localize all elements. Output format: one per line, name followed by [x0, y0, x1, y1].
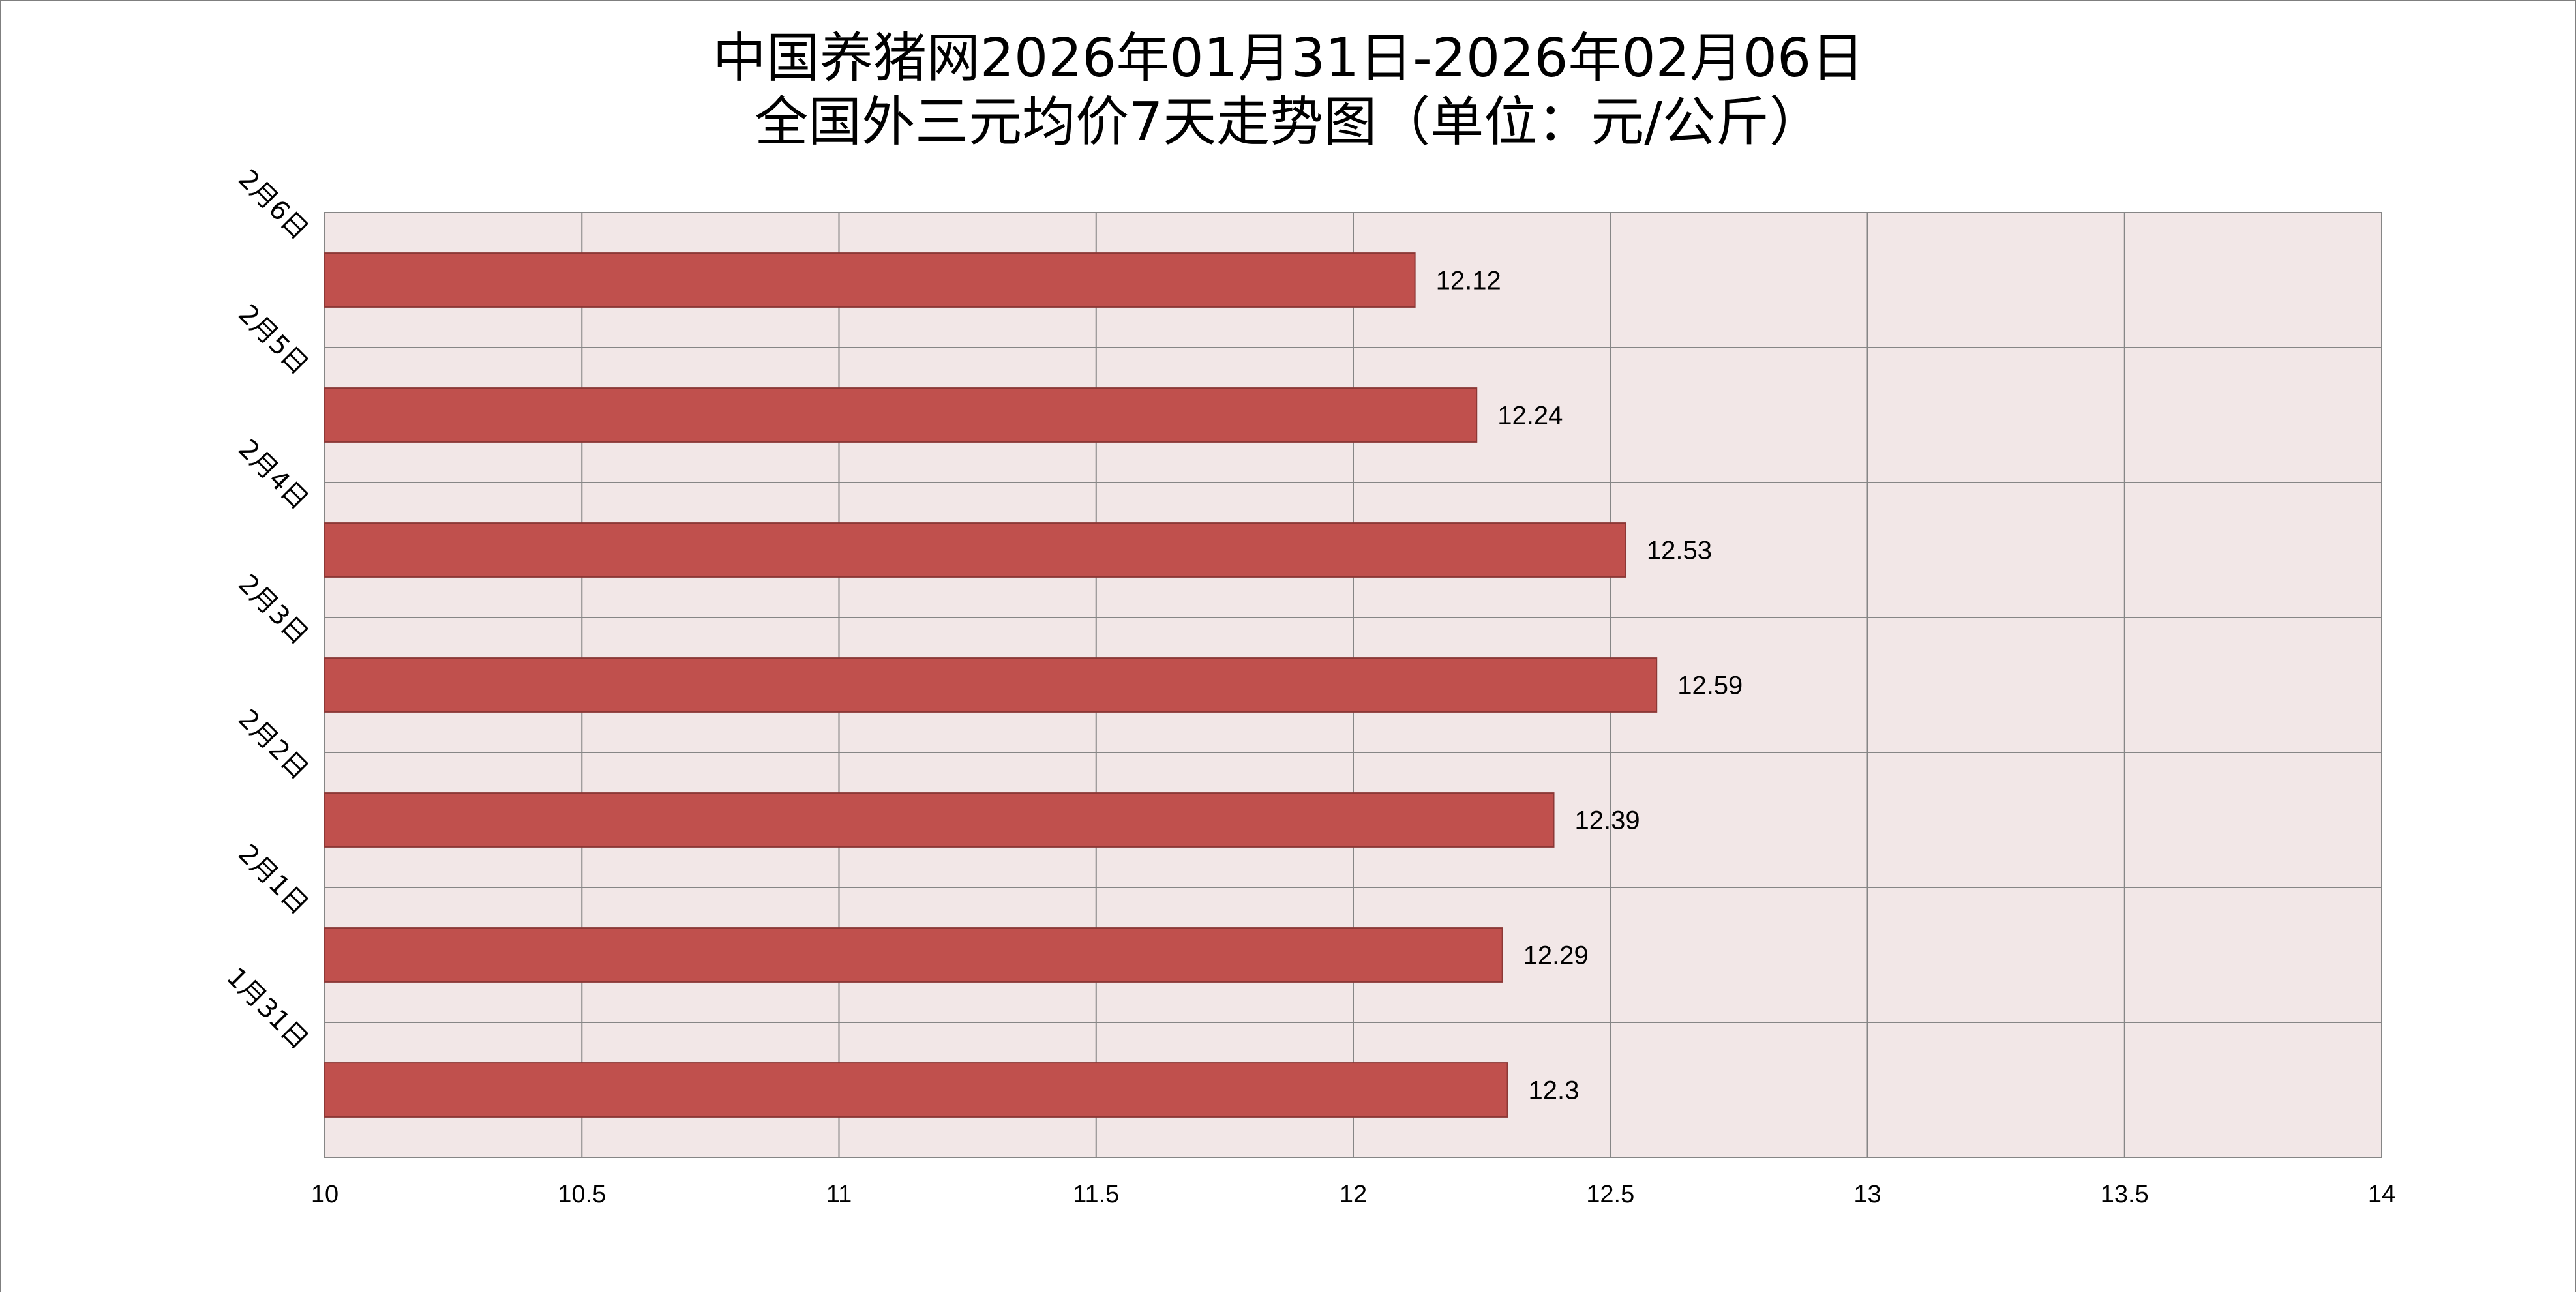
bar [324, 387, 1478, 443]
bar [324, 252, 1416, 308]
category-label: 1月31日 [220, 962, 314, 1055]
x-tick-label: 13 [1853, 1181, 1881, 1208]
category-label: 2月2日 [232, 704, 314, 785]
data-label: 12.39 [1575, 807, 1640, 835]
x-tick-label: 10.5 [558, 1181, 606, 1208]
x-tick-label: 14 [2368, 1181, 2395, 1208]
x-tick-label: 11 [826, 1181, 852, 1208]
chart-title: 中国养猪网2026年01月31日-2026年02月06日 全国外三元均价7天走势… [1, 27, 2576, 155]
category-label: 2月1日 [232, 839, 314, 920]
data-label: 12.59 [1677, 672, 1743, 700]
data-label: 12.24 [1497, 402, 1563, 430]
data-label: 12.12 [1436, 267, 1501, 295]
bar [324, 792, 1555, 848]
category-label: 2月4日 [232, 434, 314, 515]
bar [324, 657, 1658, 713]
bar [324, 522, 1626, 578]
data-label: 12.29 [1523, 942, 1589, 970]
x-tick-label: 10 [311, 1181, 338, 1208]
data-label: 12.3 [1529, 1077, 1580, 1105]
x-tick-label: 12 [1340, 1181, 1367, 1208]
chart-title-line-1: 中国养猪网2026年01月31日-2026年02月06日 [712, 27, 1865, 89]
bar [324, 927, 1503, 983]
category-label: 2月3日 [232, 569, 314, 650]
x-tick-label: 13.5 [2101, 1181, 2149, 1208]
x-tick-label: 11.5 [1073, 1181, 1119, 1208]
category-label: 2月6日 [232, 164, 314, 245]
category-label: 2月5日 [232, 299, 314, 380]
bar [324, 1062, 1508, 1118]
data-label: 12.53 [1647, 537, 1712, 565]
x-tick-label: 12.5 [1586, 1181, 1634, 1208]
chart-title-line-2: 全国外三元均价7天走势图（单位：元/公斤） [755, 91, 1823, 153]
